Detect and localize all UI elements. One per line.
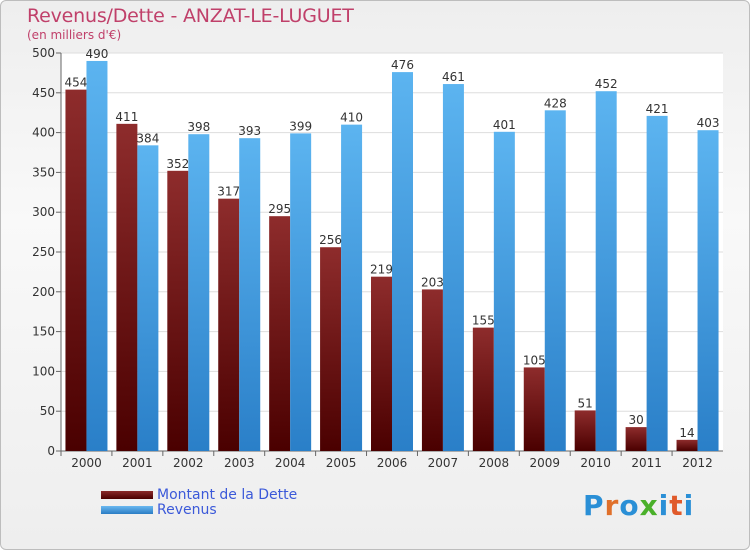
legend-swatch-revenus — [101, 505, 153, 514]
y-tick-label: 200 — [32, 285, 55, 299]
data-label-dette: 454 — [65, 76, 88, 90]
data-label-dette: 256 — [319, 233, 342, 247]
bar-dette — [523, 367, 545, 451]
chart-subtitle: (en milliers d'€) — [27, 28, 122, 42]
x-tick-label: 2002 — [173, 456, 204, 470]
x-tick-label: 2010 — [580, 456, 611, 470]
data-label-dette: 105 — [523, 353, 546, 367]
legend-swatch-dette — [101, 490, 153, 499]
x-tick-label: 2005 — [326, 456, 357, 470]
x-tick-label: 2008 — [479, 456, 510, 470]
bar-revenus — [493, 131, 515, 451]
x-tick-label: 2007 — [428, 456, 459, 470]
bar-dette — [625, 427, 647, 451]
bar-dette — [269, 216, 291, 451]
data-label-dette: 317 — [217, 185, 240, 199]
bar-dette — [65, 89, 87, 451]
data-label-dette: 219 — [370, 263, 393, 277]
x-tick-label: 2004 — [275, 456, 306, 470]
legend-item-dette: Montant de la Dette — [101, 486, 298, 503]
x-tick-label: 2001 — [122, 456, 153, 470]
x-tick-label: 2006 — [377, 456, 408, 470]
chart-title: Revenus/Dette - ANZAT-LE-LUGUET — [27, 5, 354, 27]
legend-label-dette: Montant de la Dette — [157, 486, 298, 503]
data-label-revenus: 403 — [697, 116, 720, 130]
x-tick-label: 2009 — [529, 456, 560, 470]
data-label-revenus: 401 — [493, 118, 516, 132]
bar-revenus — [595, 91, 617, 451]
bar-revenus — [697, 130, 719, 451]
data-label-revenus: 421 — [646, 102, 669, 116]
brand-letter: r — [604, 489, 620, 522]
bar-dette — [167, 170, 189, 452]
data-label-dette: 14 — [679, 426, 694, 440]
y-tick-label: 250 — [32, 245, 55, 259]
data-label-dette: 411 — [115, 110, 138, 124]
bar-revenus — [341, 124, 363, 451]
y-tick-label: 100 — [32, 364, 55, 378]
data-label-revenus: 384 — [136, 131, 159, 145]
brand-logo: Proxiti — [583, 489, 694, 522]
bar-dette — [676, 439, 698, 451]
bar-dette — [218, 198, 240, 451]
data-label-dette: 30 — [628, 413, 643, 427]
data-label-revenus: 490 — [86, 47, 109, 61]
brand-letter: o — [619, 489, 640, 522]
data-label-dette: 203 — [421, 275, 444, 289]
data-label-revenus: 398 — [187, 120, 210, 134]
y-tick-label: 150 — [32, 325, 55, 339]
legend: Montant de la Dette Revenus — [101, 486, 298, 518]
bar-revenus — [392, 72, 413, 451]
data-label-dette: 295 — [268, 202, 291, 216]
x-tick-label: 2003 — [224, 456, 255, 470]
bar-dette — [472, 327, 494, 451]
y-tick-label: 300 — [32, 205, 55, 219]
brand-letter: x — [639, 489, 659, 522]
bar-revenus — [290, 133, 312, 451]
brand-letter: P — [583, 489, 605, 522]
bar-dette — [116, 123, 138, 452]
bar-dette — [320, 247, 342, 451]
y-tick-label: 400 — [32, 126, 55, 140]
data-label-revenus: 393 — [238, 124, 261, 138]
data-label-revenus: 461 — [442, 70, 465, 84]
x-tick-label: 2012 — [682, 456, 713, 470]
data-label-revenus: 410 — [340, 111, 363, 125]
x-tick-label: 2011 — [631, 456, 662, 470]
y-tick-label: 350 — [32, 165, 55, 179]
bar-dette — [574, 410, 596, 451]
bar-revenus — [646, 115, 668, 451]
bar-revenus — [544, 110, 566, 451]
bar-revenus — [86, 60, 108, 452]
y-tick-label: 50 — [40, 404, 55, 418]
legend-item-revenus: Revenus — [101, 501, 297, 518]
brand-letter: t — [669, 489, 684, 522]
data-label-revenus: 428 — [544, 96, 567, 110]
data-label-revenus: 399 — [289, 119, 312, 133]
data-label-dette: 352 — [166, 157, 189, 171]
data-label-dette: 51 — [578, 396, 593, 410]
brand-letter: i — [683, 489, 695, 522]
x-tick-label: 2000 — [71, 456, 102, 470]
bar-revenus — [442, 84, 464, 451]
bar-dette — [371, 276, 392, 451]
data-label-dette: 155 — [472, 314, 495, 328]
brand-letter: i — [658, 489, 670, 522]
bar-revenus — [239, 138, 261, 451]
y-tick-label: 450 — [32, 86, 55, 100]
bar-revenus — [137, 145, 159, 451]
bar-revenus — [188, 134, 210, 451]
data-label-revenus: 476 — [391, 58, 414, 72]
y-tick-label: 0 — [47, 444, 55, 458]
data-label-revenus: 452 — [595, 77, 618, 91]
y-tick-label: 500 — [32, 46, 55, 60]
legend-label-revenus: Revenus — [157, 501, 217, 518]
bar-dette — [421, 289, 443, 451]
